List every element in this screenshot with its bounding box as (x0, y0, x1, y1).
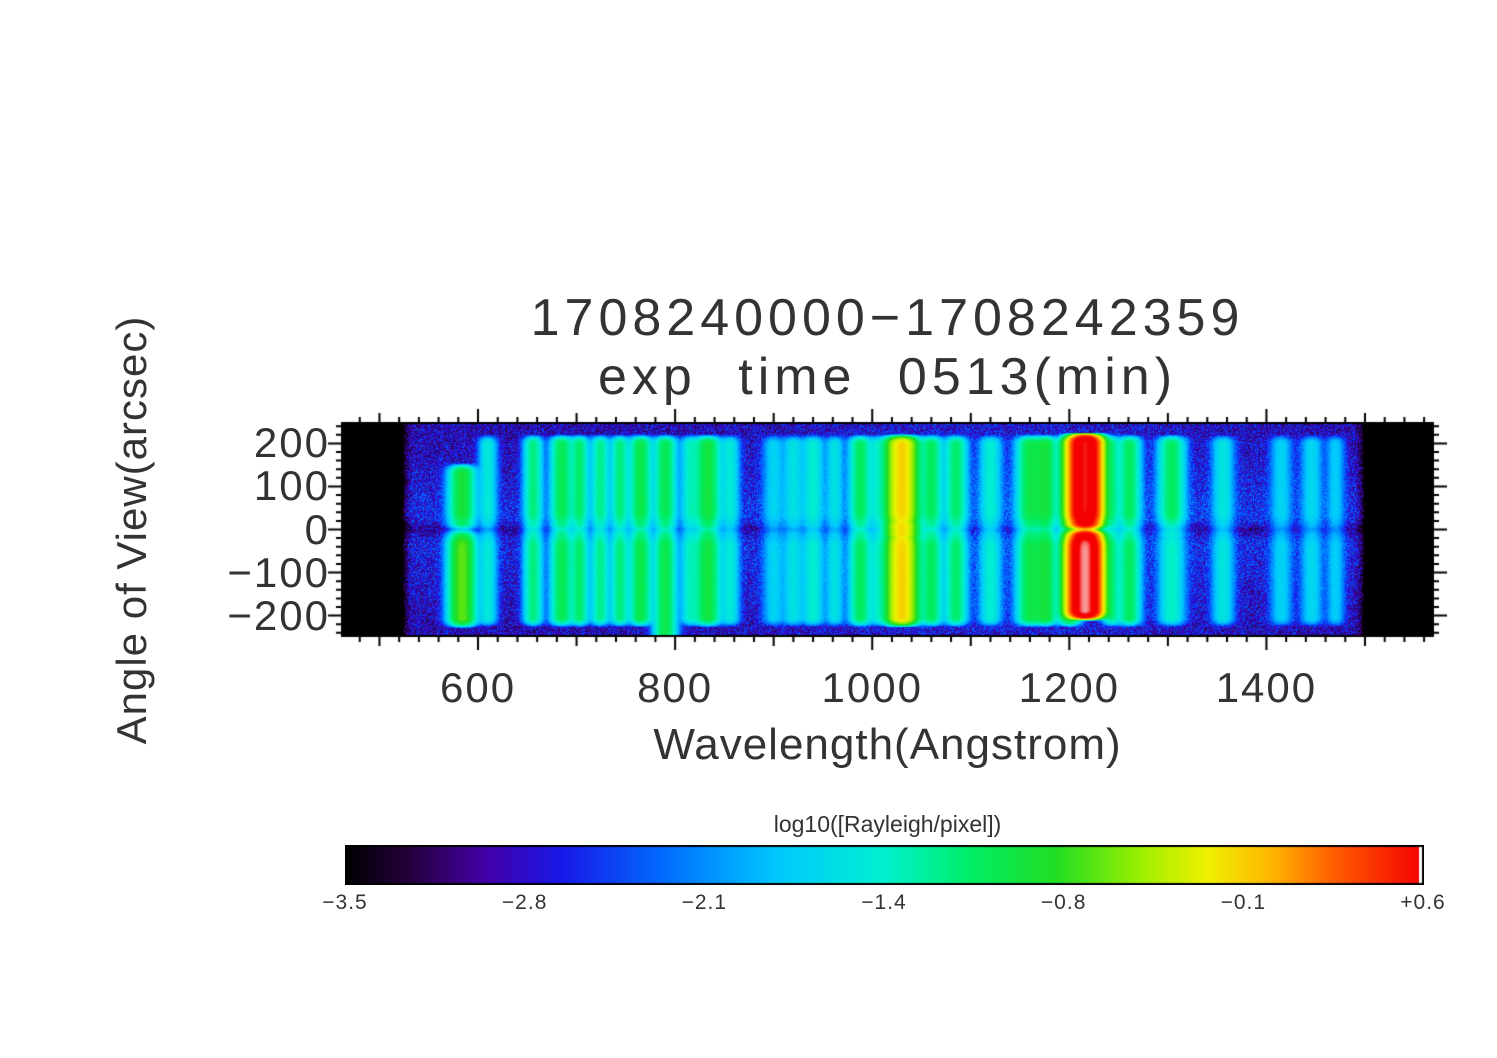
plot-title-line1: 1708240000−1708242359 (530, 289, 1245, 347)
plot-title-line2: exp time 0513(min) (597, 348, 1178, 406)
x-tick-label: 1400 (1215, 664, 1318, 711)
colorbar-tick-label: −2.8 (501, 891, 548, 914)
y-tick-label: −100 (227, 548, 330, 596)
colorbar-tick-label: −0.8 (1040, 891, 1087, 914)
colorbar-tick-label: −1.4 (861, 891, 907, 914)
colorbar-tick-label: −3.5 (322, 891, 368, 914)
colorbar-label: log10([Rayleigh/pixel]) (773, 811, 1002, 837)
y-tick-label: 100 (253, 462, 330, 510)
colorbar-tick-label: +0.6 (1400, 891, 1446, 914)
y-tick-label: 0 (304, 505, 330, 553)
x-tick-label: 800 (637, 664, 714, 711)
x-axis-label: Wavelength(Angstrom) (653, 720, 1122, 769)
y-tick-label: 200 (253, 419, 330, 467)
spectrogram-heatmap-canvas (325, 406, 1450, 653)
colorbar-tick-label: −0.1 (1220, 891, 1267, 914)
x-tick-label: 1000 (821, 664, 923, 711)
x-tick-label: 1200 (1018, 664, 1121, 711)
x-tick-label: 600 (439, 664, 517, 711)
colorbar-canvas (345, 845, 1424, 885)
y-tick-label: −200 (227, 591, 330, 639)
colorbar-tick-label: −2.1 (681, 891, 728, 914)
